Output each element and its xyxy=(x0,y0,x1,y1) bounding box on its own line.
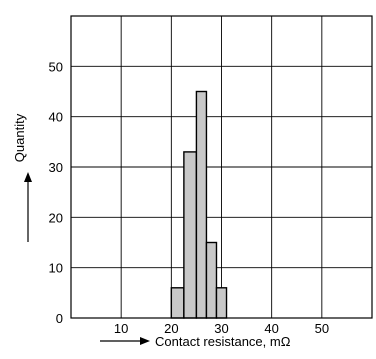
histogram-bar xyxy=(205,241,218,319)
y-tick-label: 40 xyxy=(49,110,63,125)
y-tick-label: 10 xyxy=(49,261,63,276)
y-tick-label: 30 xyxy=(49,160,63,175)
plot-frame xyxy=(70,15,373,319)
y-axis-label: Quantity xyxy=(12,113,27,162)
histogram-bars xyxy=(170,90,228,319)
histogram-bar xyxy=(195,90,208,319)
x-tick-labels: 10 20 30 40 50 xyxy=(114,321,329,336)
histogram-bar xyxy=(183,151,198,319)
x-axis-label-arrow-head xyxy=(140,337,150,345)
histogram-bar xyxy=(215,287,228,319)
y-axis-label-arrow-head xyxy=(24,172,32,182)
y-tick-labels: 0 10 20 30 40 50 xyxy=(49,59,63,326)
y-axis-label-group: Quantity xyxy=(12,113,32,242)
x-tick-label: 30 xyxy=(214,321,228,336)
histogram-bar xyxy=(170,287,185,319)
x-tick-label: 40 xyxy=(264,321,278,336)
y-tick-label: 0 xyxy=(56,311,63,326)
grid-lines xyxy=(71,16,372,318)
x-tick-label: 10 xyxy=(114,321,128,336)
x-axis-label: Contact resistance, mΩ xyxy=(155,334,291,349)
x-axis-label-group: Contact resistance, mΩ xyxy=(100,334,291,349)
y-tick-label: 20 xyxy=(49,210,63,225)
y-tick-label: 50 xyxy=(49,59,63,74)
x-tick-label: 20 xyxy=(164,321,178,336)
x-tick-label: 50 xyxy=(315,321,329,336)
